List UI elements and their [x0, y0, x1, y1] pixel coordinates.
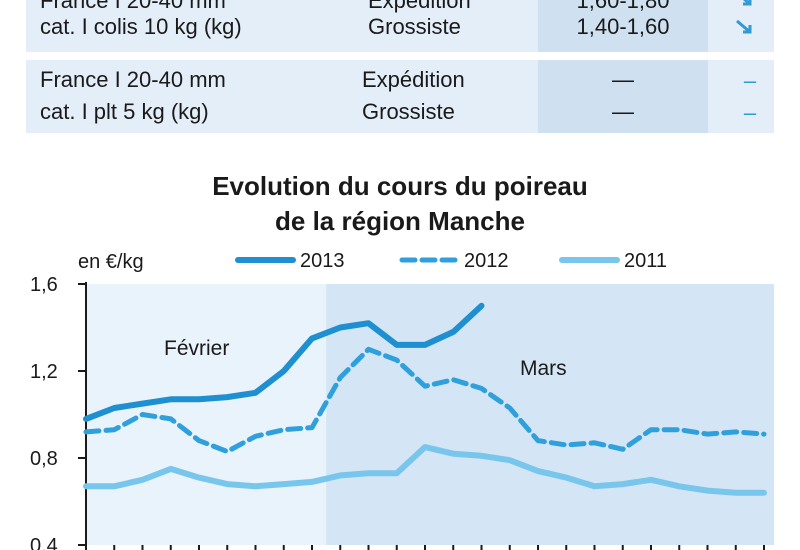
series-line-2011 [83, 444, 767, 496]
plot-band-mars [326, 284, 774, 545]
table-row-2-trend-line2: – [743, 100, 757, 125]
trend-down-arrow-icon [730, 0, 760, 16]
legend: 2013 2012 2011 [235, 250, 667, 272]
series-layer [83, 302, 767, 496]
y-tick-label: 0,4 [30, 535, 58, 550]
trend-down-arrow-icon [730, 16, 760, 44]
y-axis-label: en €/kg [78, 251, 144, 273]
table-row-1-stage-line1: Expédition [368, 0, 471, 13]
y-tick-label: 1,6 [30, 274, 58, 296]
legend-label-2012: 2012 [464, 250, 509, 272]
price-column-band [538, 0, 708, 133]
period-label-mars: Mars [520, 357, 567, 380]
table-row-2-trend-line1: – [743, 68, 757, 93]
x-axis [85, 545, 765, 550]
y-tick-label: 0,8 [30, 448, 58, 470]
table-row-2-stage-line1: Expédition [362, 67, 465, 92]
table-row-2-product-line1: France I 20-40 mm [40, 67, 226, 92]
table-row-1-price-line1: 1,60-1,80 [576, 0, 670, 13]
table-row-divider [26, 52, 774, 60]
legend-label-2013: 2013 [300, 250, 345, 272]
table-row-2-price-line2: — [612, 99, 634, 124]
series-line-2012 [83, 346, 767, 454]
price-evolution-chart: Evolution du cours du poireau de la régi… [0, 150, 800, 550]
table-row-1-product-line2: cat. I colis 10 kg (kg) [40, 14, 242, 39]
table-row-2-product-line2: cat. I plt 5 kg (kg) [40, 99, 209, 124]
plot-background [86, 284, 774, 545]
series-line-2013 [83, 302, 485, 422]
chart-title-line1: Evolution du cours du poireau [212, 171, 588, 201]
table-row-2-stage-line2: Grossiste [362, 99, 455, 124]
period-label-fevrier: Février [164, 337, 229, 360]
y-tick-label: 1,2 [30, 361, 58, 383]
table-row-1-stage-line2: Grossiste [368, 14, 461, 39]
table-row-2-price-line1: — [612, 67, 634, 92]
plot-band-fevrier [86, 284, 327, 545]
table-row-1-product-line1: France I 20-40 mm [40, 0, 226, 13]
legend-label-2011: 2011 [624, 250, 667, 272]
chart-title-line2: de la région Manche [275, 206, 525, 236]
y-axis: 1,6 1,2 0,8 0,4 [30, 274, 87, 550]
table-row-1-price-line2: 1,40-1,60 [576, 14, 670, 39]
